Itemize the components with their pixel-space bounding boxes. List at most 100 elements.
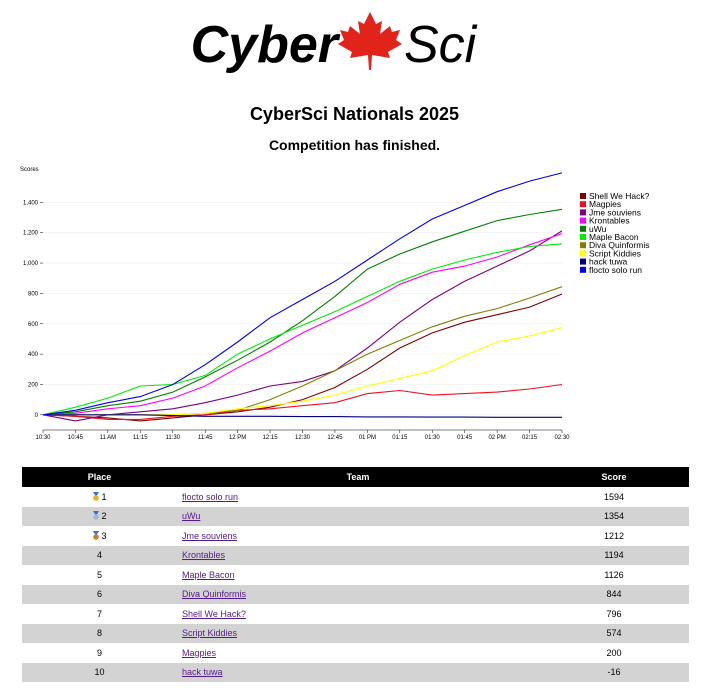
team-link[interactable]: hack tuwa <box>182 667 223 678</box>
series-line-shell-we-hack- <box>42 293 563 422</box>
team-link[interactable]: flocto solo run <box>182 491 239 502</box>
legend-item: Maple Bacon <box>589 232 639 242</box>
legend-swatch <box>580 225 586 232</box>
place-number: 7 <box>96 608 102 619</box>
series-line-diva-quinformis <box>43 286 563 416</box>
legend-item: Magpies <box>589 199 621 209</box>
place-number: 6 <box>96 589 102 600</box>
team-link[interactable]: Diva Quinformis <box>182 589 247 600</box>
place-cell: 1 <box>22 487 177 507</box>
place-number: 8 <box>96 628 102 639</box>
score-cell: 1594 <box>603 491 625 502</box>
x-tick-label: 01 PM <box>359 435 376 441</box>
place-cell: 7 <box>22 604 177 624</box>
team-link[interactable]: Maple Bacon <box>182 569 235 580</box>
x-tick-label: 12:45 <box>327 435 343 441</box>
score-cell: -16 <box>539 662 689 682</box>
team-cell: Script Kiddies <box>177 623 539 643</box>
page-title: CyberSci Nationals 2025 <box>249 104 460 124</box>
maple-leaf-icon <box>338 12 402 70</box>
x-tick-label: 12:30 <box>295 435 311 441</box>
y-tick-label: 1,400 <box>23 200 39 206</box>
team-cell: Maple Bacon <box>177 565 539 585</box>
legend-item: flocto solo run <box>589 265 642 275</box>
score-cell: 796 <box>606 608 622 619</box>
x-tick-label: 11:15 <box>133 435 148 441</box>
place-cell: 3 <box>22 526 177 546</box>
y-axis-label: Scores <box>20 167 39 173</box>
scoreboard-table: Place Team Score 1 flocto solo run 1594 2 uW… <box>22 467 689 682</box>
table-row: 1 flocto solo run 1594 <box>22 487 689 507</box>
team-link[interactable]: Jme souviens <box>182 530 238 541</box>
team-cell: flocto solo run <box>177 487 539 507</box>
cybersci-logo: Cyber Sci <box>191 12 478 74</box>
logo-text-cyber: Cyber <box>191 16 341 74</box>
score-chart: Scores 0 200 400 600 800 1,000 1,200 1,400 10:30 1… <box>20 167 650 441</box>
place-cell: 10 <box>22 662 177 682</box>
place-number: 9 <box>96 647 102 658</box>
team-cell: uWu <box>177 506 539 526</box>
team-cell: Jme souviens <box>177 526 539 546</box>
legend-item: Script Kiddies <box>589 248 641 258</box>
table-row: 8 Script Kiddies 574 <box>22 623 689 643</box>
legend-swatch <box>580 209 586 216</box>
legend-item: Shell We Hack? <box>589 191 650 201</box>
y-tick-label: 1,000 <box>23 261 39 267</box>
logo-text-sci: Sci <box>404 16 478 74</box>
x-tick-label: 02:15 <box>522 435 538 441</box>
score-cell: 1354 <box>539 506 689 526</box>
x-tick-label: 02:30 <box>554 435 570 441</box>
legend-swatch <box>580 250 586 257</box>
score-cell: 574 <box>539 623 689 643</box>
series-line-flocto-solo-run <box>42 172 563 416</box>
team-link[interactable]: Magpies <box>182 647 217 658</box>
table-row: 9 Magpies 200 <box>22 643 689 663</box>
series-line-krontables <box>42 233 563 416</box>
place-cell: 6 <box>22 584 177 604</box>
x-tick-label: 10:45 <box>68 435 84 441</box>
place-number: 3 <box>101 530 107 541</box>
team-link[interactable]: Shell We Hack? <box>182 608 246 619</box>
y-tick-label: 0 <box>35 413 39 419</box>
x-tick-label: 11:45 <box>198 435 213 441</box>
series-line-uwu <box>42 208 563 416</box>
x-tick-label: 12 PM <box>229 435 246 441</box>
table-row: 2 uWu 1354 <box>22 506 689 526</box>
y-tick-label: 200 <box>28 382 39 388</box>
place-number: 5 <box>96 569 102 580</box>
place-number: 2 <box>101 511 107 522</box>
place-cell: 8 <box>22 623 177 643</box>
team-cell: Krontables <box>177 545 539 565</box>
table-row: 7 Shell We Hack? 796 <box>22 604 689 624</box>
table-row: 4 Krontables 1194 <box>22 545 689 565</box>
table-row: 10 hack tuwa -16 <box>22 662 689 682</box>
x-tick-label: 11 AM <box>100 435 117 441</box>
place-number: 1 <box>101 491 107 502</box>
score-cell: 1212 <box>603 530 625 541</box>
bronze-medal-icon <box>93 530 100 540</box>
team-cell: Magpies <box>177 643 539 663</box>
series-line-maple-bacon <box>42 243 563 416</box>
score-cell: 200 <box>606 647 622 658</box>
team-link[interactable]: Script Kiddies <box>182 628 238 639</box>
legend-swatch <box>580 234 586 240</box>
place-cell: 4 <box>22 545 177 565</box>
legend-item: uWu <box>589 224 607 234</box>
team-header: Team <box>177 467 539 487</box>
series-line-jme-souviens <box>42 230 563 422</box>
team-link[interactable]: uWu <box>182 511 201 522</box>
team-link[interactable]: Krontables <box>182 550 226 561</box>
place-cell: 2 <box>22 506 177 526</box>
legend-swatch <box>580 242 586 249</box>
x-tick-label: 01:45 <box>457 435 473 441</box>
silver-medal-icon <box>93 511 100 521</box>
team-cell: hack tuwa <box>177 662 539 682</box>
legend-swatch <box>580 266 586 273</box>
place-number: 4 <box>96 550 102 561</box>
gold-medal-icon <box>93 491 100 501</box>
legend-swatch <box>580 193 586 199</box>
scoreboard-header-row: Place Team Score <box>22 467 689 487</box>
series-line-magpies <box>42 383 563 420</box>
legend-item: hack tuwa <box>589 257 628 267</box>
x-tick-label: 02 PM <box>488 435 505 441</box>
